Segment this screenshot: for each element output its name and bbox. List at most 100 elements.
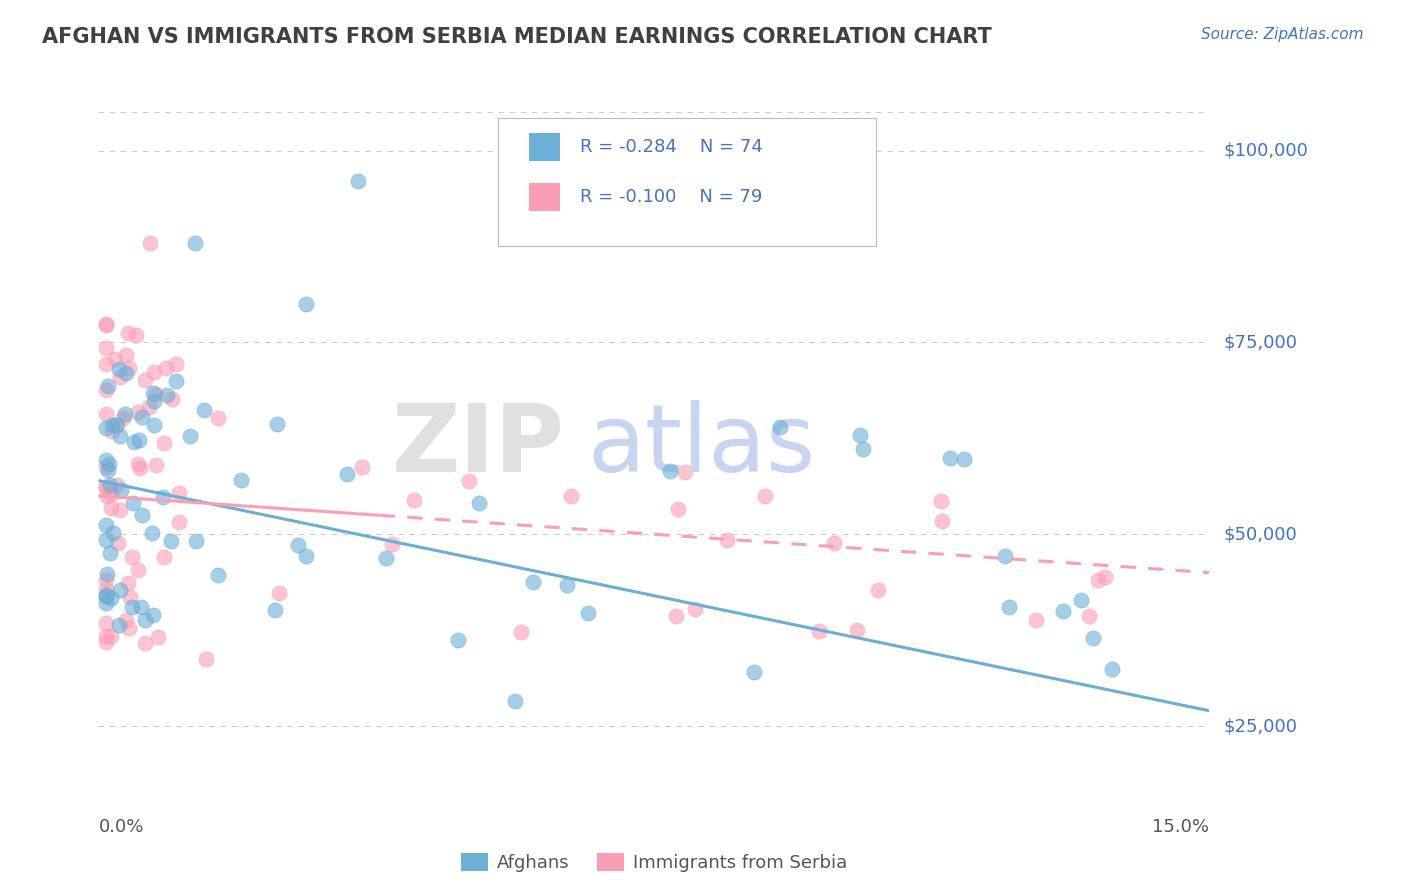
Point	[104, 352, 127, 367]
Point	[1077, 608, 1099, 623]
Point	[673, 465, 696, 479]
Point	[447, 632, 470, 647]
Point	[94, 635, 117, 649]
Point	[1101, 662, 1123, 676]
Point	[659, 464, 682, 478]
Point	[124, 434, 146, 449]
Point	[1025, 613, 1047, 627]
Point	[807, 624, 830, 638]
Text: $50,000: $50,000	[1223, 525, 1296, 543]
Point	[94, 421, 117, 435]
Point	[100, 591, 122, 606]
Point	[145, 458, 167, 472]
Text: $100,000: $100,000	[1223, 142, 1308, 160]
Point	[118, 361, 141, 376]
Point	[141, 525, 163, 540]
Point	[505, 694, 527, 708]
Point	[849, 428, 872, 442]
Point	[666, 502, 689, 516]
Point	[229, 473, 252, 487]
Point	[134, 635, 156, 649]
Point	[94, 342, 117, 356]
Point	[139, 235, 162, 250]
Point	[121, 496, 143, 510]
Point	[269, 586, 291, 600]
Point	[96, 567, 118, 582]
Point	[134, 373, 156, 387]
Point	[127, 563, 149, 577]
Text: AFGHAN VS IMMIGRANTS FROM SERBIA MEDIAN EARNINGS CORRELATION CHART: AFGHAN VS IMMIGRANTS FROM SERBIA MEDIAN …	[42, 27, 991, 46]
Legend: Afghans, Immigrants from Serbia: Afghans, Immigrants from Serbia	[454, 846, 853, 880]
Point	[153, 436, 176, 450]
Point	[94, 582, 117, 596]
Point	[114, 348, 136, 362]
Point	[263, 603, 285, 617]
Point	[179, 429, 201, 443]
Point	[169, 485, 191, 500]
Point	[98, 546, 121, 560]
Point	[346, 174, 368, 188]
Point	[121, 599, 143, 614]
Point	[96, 318, 118, 332]
Point	[115, 613, 138, 627]
Point	[94, 573, 117, 587]
Point	[127, 457, 149, 471]
Point	[994, 549, 1017, 563]
Point	[851, 442, 873, 456]
Point	[457, 474, 479, 488]
Point	[127, 405, 149, 419]
Point	[128, 434, 150, 448]
Text: 0.0%: 0.0%	[98, 818, 143, 836]
Point	[404, 493, 426, 508]
Point	[1094, 569, 1116, 583]
Point	[131, 410, 153, 425]
Point	[100, 418, 122, 433]
Point	[352, 460, 374, 475]
Point	[560, 489, 582, 503]
Point	[143, 417, 166, 432]
Point	[98, 457, 121, 471]
Point	[97, 463, 120, 477]
Text: $75,000: $75,000	[1223, 334, 1298, 351]
Point	[1087, 574, 1109, 588]
Point	[94, 596, 117, 610]
Point	[96, 489, 118, 503]
Point	[522, 574, 544, 589]
Point	[94, 453, 117, 467]
Point	[207, 568, 229, 582]
Point	[111, 410, 134, 425]
Bar	[530, 183, 561, 211]
Point	[953, 451, 976, 466]
Point	[134, 613, 156, 627]
Point	[846, 623, 869, 637]
Point	[121, 550, 143, 565]
Point	[94, 459, 117, 474]
Point	[108, 429, 131, 443]
Point	[1070, 592, 1092, 607]
Point	[94, 533, 117, 547]
Point	[117, 326, 139, 340]
Point	[1052, 604, 1074, 618]
Point	[146, 630, 169, 644]
Point	[108, 582, 131, 597]
Point	[100, 487, 122, 501]
Point	[114, 407, 136, 421]
Bar	[530, 133, 561, 161]
Point	[97, 379, 120, 393]
Point	[295, 549, 318, 563]
Point	[117, 576, 139, 591]
Point	[143, 365, 166, 379]
Point	[155, 361, 177, 376]
Point	[94, 616, 117, 631]
Point	[125, 328, 148, 343]
FancyBboxPatch shape	[498, 118, 876, 246]
Point	[105, 418, 128, 433]
Point	[129, 599, 152, 614]
Point	[94, 357, 117, 371]
Point	[186, 534, 208, 549]
Point	[94, 629, 117, 643]
Point	[138, 401, 160, 415]
Point	[336, 467, 359, 481]
Point	[100, 501, 122, 516]
Point	[183, 235, 205, 250]
